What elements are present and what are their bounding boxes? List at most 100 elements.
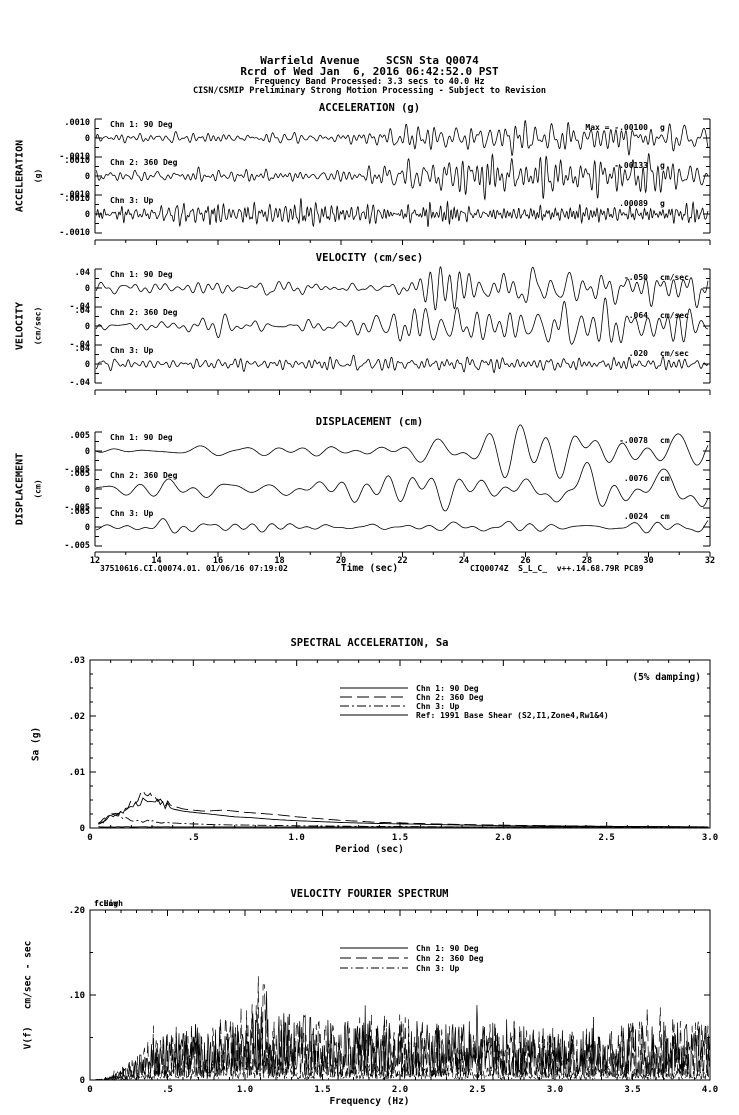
velocity-ytick-top: .04 <box>75 268 90 278</box>
sa-ytick: .01 <box>69 768 85 778</box>
axis-bracket <box>703 344 711 384</box>
acceleration-chn3-max-unit: g <box>660 199 665 208</box>
axis-bracket <box>703 194 711 234</box>
corner-frequency-label: fcHigh <box>94 898 123 908</box>
displacement-ytick-bottom: -.005 <box>64 503 90 513</box>
axis-bracket <box>94 156 102 196</box>
legend-label: Chn 3: Up <box>416 964 460 973</box>
acceleration-ytick-bottom: -.0010 <box>59 228 90 238</box>
acceleration-waveform-chn3 <box>95 198 709 228</box>
fourier-xtick: .5 <box>162 1085 173 1095</box>
sa-ylabel: Sa (g) <box>30 726 42 762</box>
fourier-xtick: 1.5 <box>314 1085 330 1095</box>
displacement-chn3-max-value: .0024 <box>624 512 648 521</box>
displacement-ytick-bottom: -.005 <box>64 541 90 551</box>
displacement-chn1-max-unit: cm <box>660 436 670 445</box>
axis-bracket <box>94 306 102 346</box>
sa-xtick: 1.5 <box>392 833 408 843</box>
acceleration-ylabel-unit: (g) <box>33 168 43 184</box>
velocity-chn3-max-value: .020 <box>629 349 648 358</box>
sa-xtick: 0 <box>87 833 92 843</box>
legend-label: Chn 1: 90 Deg <box>416 944 479 953</box>
displacement-chn3-max-unit: cm <box>660 512 670 521</box>
velocity-chn1-max-value: -.050 <box>624 273 648 282</box>
time-tick-label: 22 <box>397 556 407 566</box>
footer-left: 37510616.CI.Q0074.01. 01/06/16 07:19:02 <box>100 564 288 573</box>
acceleration-ytick-top: .0010 <box>64 194 90 204</box>
velocity-waveform-chn1 <box>95 266 709 311</box>
displacement-waveform-chn2 <box>95 461 709 512</box>
displacement-ytick-zero: 0 <box>85 523 90 533</box>
time-tick-label: 16 <box>213 556 223 566</box>
sa-ytick: .02 <box>69 712 85 722</box>
displacement-chn1-label: Chn 1: 90 Deg <box>110 433 173 442</box>
header-line-4: CISN/CSMIP Preliminary Strong Motion Pro… <box>192 86 547 96</box>
fourier-xtick: 2.5 <box>469 1085 485 1095</box>
time-tick-label: 26 <box>520 556 530 566</box>
velocity-chn1-label: Chn 1: 90 Deg <box>110 270 173 279</box>
velocity-chn2-max-value: .064 <box>629 311 648 320</box>
sa-xlabel: Period (sec) <box>335 844 404 855</box>
legend-label: Chn 3: Up <box>416 702 460 711</box>
velocity-ylabel: VELOCITY <box>14 301 26 351</box>
displacement-ylabel-unit: (cm) <box>33 479 43 499</box>
legend-label: Ref: 1991 Base Shear (S2,I1,Zone4,Rw1&4) <box>416 711 609 720</box>
fourier-ytick: .10 <box>69 991 85 1001</box>
acceleration-chn1-max-unit: g <box>660 123 665 132</box>
velocity-ylabel-unit: (cm/sec) <box>33 306 43 346</box>
legend-label: Chn 1: 90 Deg <box>416 684 479 693</box>
acceleration-chn1-max-value: Max = -.00100 <box>585 123 648 132</box>
axis-bracket <box>703 469 711 509</box>
velocity-waveform-chn3 <box>95 354 709 374</box>
velocity-waveform-chn2 <box>95 297 708 345</box>
sa-ytick: 0 <box>80 824 85 834</box>
displacement-ytick-top: .005 <box>70 507 90 517</box>
velocity-ytick-bottom: -.04 <box>70 302 90 312</box>
sa-xtick: 1.0 <box>289 833 305 843</box>
acceleration-ytick-bottom: -.0010 <box>59 190 90 200</box>
displacement-ytick-zero: 0 <box>85 447 90 457</box>
velocity-title: VELOCITY (cm/sec) <box>315 252 424 264</box>
velocity-ytick-top: .04 <box>75 344 90 354</box>
sa-xtick: 2.5 <box>599 833 615 843</box>
header-line-3: Frequency Band Processed: 3.3 secs to 40… <box>254 77 485 87</box>
axis-bracket <box>94 268 102 308</box>
velocity-ytick-top: .04 <box>75 306 90 316</box>
time-tick-label: 20 <box>336 556 346 566</box>
fourier-xlabel: Frequency (Hz) <box>329 1096 410 1107</box>
time-tick-label: 28 <box>582 556 592 566</box>
time-tick-label: 24 <box>459 556 469 566</box>
legend-label: Chn 2: 360 Deg <box>416 954 484 963</box>
acceleration-waveform-chn1 <box>95 120 709 157</box>
sa-series-2 <box>98 789 709 828</box>
legend-label: Chn 2: 360 Deg <box>416 693 484 702</box>
displacement-ytick-bottom: -.005 <box>64 465 90 475</box>
displacement-chn2-max-value: .0076 <box>624 474 648 483</box>
velocity-ytick-zero: 0 <box>85 284 90 294</box>
velocity-chn2-label: Chn 2: 360 Deg <box>110 308 178 317</box>
axis-bracket <box>703 306 711 346</box>
acceleration-ytick-zero: 0 <box>85 172 90 182</box>
axis-bracket <box>94 507 102 547</box>
sa-xtick: .5 <box>188 833 199 843</box>
axis-bracket <box>94 469 102 509</box>
fourier-title: VELOCITY FOURIER SPECTRUM <box>290 888 449 900</box>
velocity-ytick-bottom: -.04 <box>70 378 90 388</box>
acceleration-ytick-top: .0010 <box>64 118 90 128</box>
fourier-ytick: .20 <box>69 906 85 916</box>
header-line-2: Rcrd of Wed Jan 6, 2016 06:42:52.0 PST <box>240 65 499 78</box>
axis-bracket <box>703 156 711 196</box>
acceleration-ytick-bottom: -.0010 <box>59 152 90 162</box>
acceleration-chn3-max-value: .00089 <box>619 199 648 208</box>
acceleration-chn3-label: Chn 3: Up <box>110 196 154 205</box>
displacement-ytick-top: .005 <box>70 469 90 479</box>
sa-series-3 <box>98 812 709 828</box>
displacement-waveform-chn1 <box>95 424 709 479</box>
axis-bracket <box>703 431 711 471</box>
fourier-series-2 <box>90 976 711 1081</box>
velocity-chn3-label: Chn 3: Up <box>110 346 154 355</box>
time-axis-label: Time (sec) <box>340 563 399 574</box>
acceleration-chn2-max-unit: g <box>660 161 665 170</box>
